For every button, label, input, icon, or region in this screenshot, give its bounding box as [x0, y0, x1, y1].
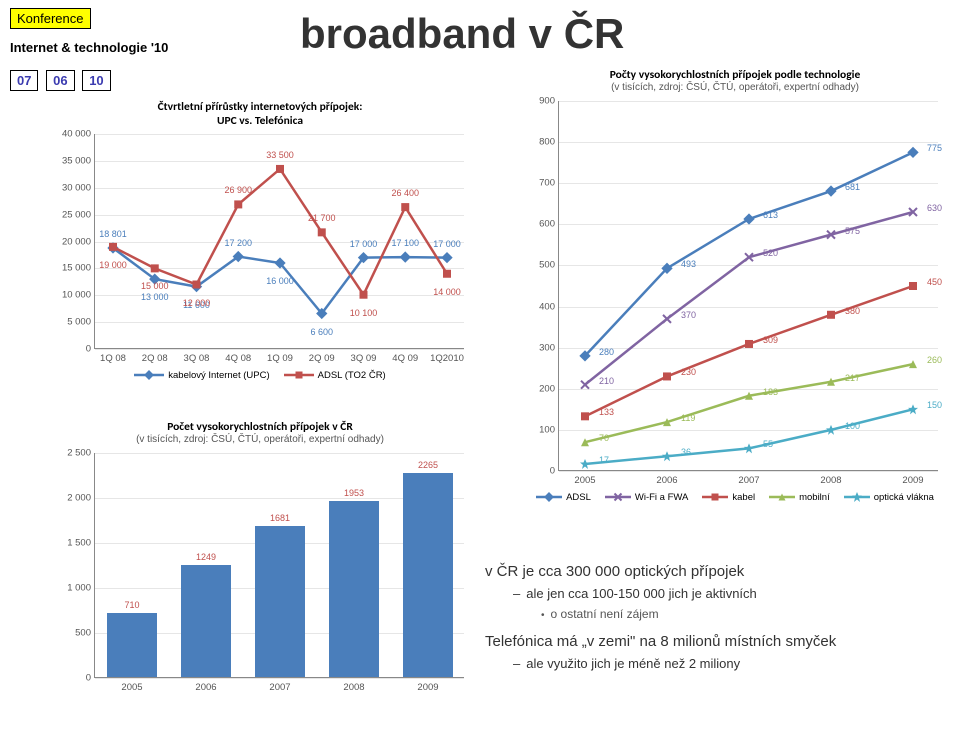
chart3-subtitle: (v tisících, zdroj: ČSÚ, ČTÚ, operátoři,…	[520, 82, 950, 93]
konference-tag: Konference	[10, 8, 91, 29]
bullet-1a-i: •o ostatní není zájem	[541, 605, 945, 624]
bullet-1a: –ale jen cca 100-150 000 jich je aktivní…	[513, 584, 945, 605]
date-y: 10	[82, 70, 110, 91]
bullet-1: v ČR je cca 300 000 optických přípojek	[485, 560, 945, 584]
bullets: v ČR je cca 300 000 optických přípojek –…	[485, 560, 945, 675]
date-d: 07	[10, 70, 38, 91]
chart1-title: Čtvrtletní přírůstky internetových přípo…	[50, 100, 470, 128]
chart1-legend: kabelový Internet (UPC)ADSL (TO2 ČR)	[50, 369, 470, 381]
chart3-legend: ADSLWi-Fi a FWAkabelmobilníoptická vlákn…	[520, 491, 950, 503]
internet-tech-tag: Internet & technologie '10	[10, 40, 168, 55]
bullet-2: Telefónica má „v zemi" na 8 milionů míst…	[485, 630, 945, 654]
chart2-title: Počet vysokorychlostních přípojek v ČR	[50, 420, 470, 434]
bullet-2a: –ale využito jich je méně než 2 miliony	[513, 654, 945, 675]
chart2-subtitle: (v tisících, zdroj: ČSÚ, ČTÚ, operátoři,…	[50, 434, 470, 445]
chart-quarterly: Čtvrtletní přírůstky internetových přípo…	[50, 100, 470, 381]
page-title: broadband v ČR	[300, 10, 624, 58]
chart-by-tech: Počty vysokorychlostních přípojek podle …	[520, 68, 950, 503]
chart-total: Počet vysokorychlostních přípojek v ČR (…	[50, 420, 470, 678]
date-box: 07 06 10	[10, 70, 115, 91]
chart3-title: Počty vysokorychlostních přípojek podle …	[520, 68, 950, 82]
date-m: 06	[46, 70, 74, 91]
